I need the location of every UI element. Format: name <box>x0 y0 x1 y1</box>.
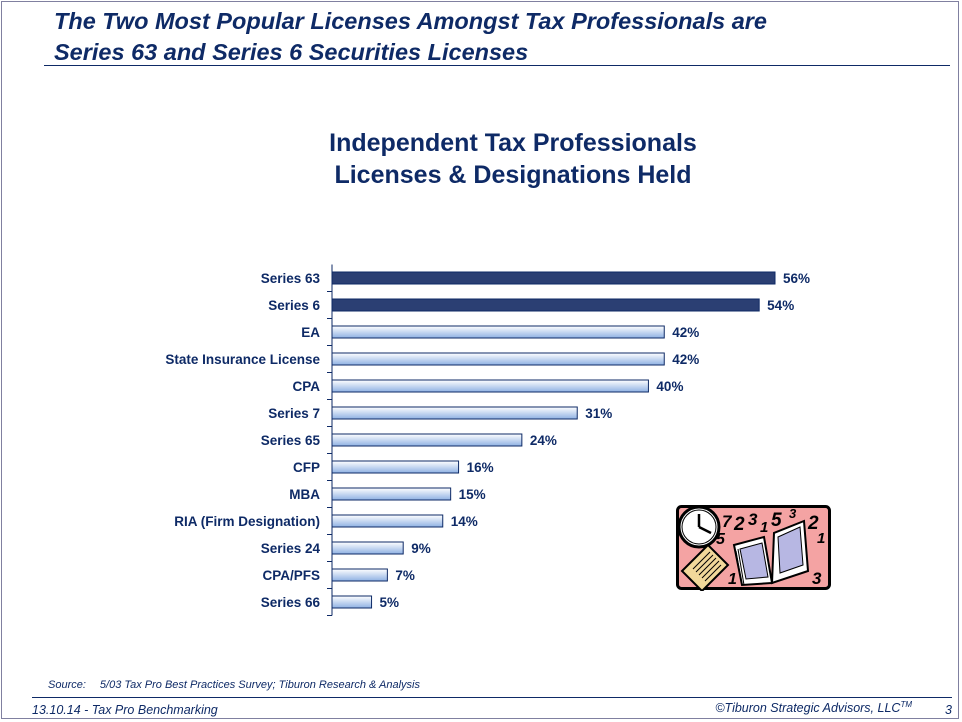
footer-copyright: ©Tiburon Strategic Advisors, LLCTM <box>715 700 912 715</box>
chart-title: Independent Tax Professionals Licenses &… <box>200 127 826 191</box>
bar-series-6 <box>331 298 760 312</box>
page-number: 3 <box>945 703 952 717</box>
svg-text:5: 5 <box>716 531 726 548</box>
category-label-series-63: Series 63 <box>261 271 321 286</box>
chart-title-line-1: Independent Tax Professionals <box>329 129 697 157</box>
svg-text:3: 3 <box>789 506 797 521</box>
value-label-series-7: 31% <box>585 406 612 421</box>
headline-divider <box>44 65 950 66</box>
category-label-cpa-pfs: CPA/PFS <box>262 568 320 583</box>
bar-series-66 <box>331 595 373 609</box>
clock-papers-book-clipart-icon: 7 2 3 1 5 3 2 1 5 1 3 <box>676 505 831 591</box>
source-text: 5/03 Tax Pro Best Practices Survey; Tibu… <box>99 679 420 691</box>
bar-ria-firm-designation <box>331 514 444 528</box>
chart-title-line-2: Licenses & Designations Held <box>334 161 692 189</box>
bar-cpa <box>331 379 649 393</box>
bar-series-7 <box>331 406 578 420</box>
headline-line-2: Series 63 and Series 6 Securities Licens… <box>54 39 529 65</box>
footer-deck-title: 13.10.14 - Tax Pro Benchmarking <box>32 703 218 717</box>
source-label: Source: <box>48 679 86 691</box>
value-label-cpa: 40% <box>656 379 683 394</box>
category-label-ea: EA <box>301 325 320 340</box>
bar-cfp <box>331 460 460 474</box>
category-label-series-6: Series 6 <box>268 298 320 313</box>
svg-text:5: 5 <box>771 510 782 531</box>
trademark-mark: TM <box>900 700 912 709</box>
svg-text:3: 3 <box>748 510 758 529</box>
category-label-series-7: Series 7 <box>268 406 320 421</box>
value-label-cpa-pfs: 7% <box>395 568 415 583</box>
bar-series-63 <box>331 271 776 285</box>
slide-headline: The Two Most Popular Licenses Amongst Ta… <box>54 6 934 68</box>
value-label-series-66: 5% <box>380 595 400 610</box>
value-label-ea: 42% <box>672 325 699 340</box>
headline-line-1: The Two Most Popular Licenses Amongst Ta… <box>54 8 767 34</box>
value-label-series-24: 9% <box>411 541 431 556</box>
value-label-series-65: 24% <box>530 433 557 448</box>
svg-text:7: 7 <box>722 512 733 531</box>
category-label-cfp: CFP <box>293 460 320 475</box>
svg-text:3: 3 <box>812 569 822 588</box>
copyright-text: ©Tiburon Strategic Advisors, LLC <box>715 701 901 716</box>
category-label-state-insurance-license: State Insurance License <box>165 352 320 367</box>
value-label-mba: 15% <box>459 487 486 502</box>
category-label-series-24: Series 24 <box>261 541 321 556</box>
value-label-state-insurance-license: 42% <box>672 352 699 367</box>
value-label-cfp: 16% <box>467 460 494 475</box>
value-label-series-63: 56% <box>783 271 810 286</box>
category-label-series-66: Series 66 <box>261 595 321 610</box>
bar-mba <box>331 487 452 501</box>
bar-cpa-pfs <box>331 568 388 582</box>
bar-ea <box>331 325 665 339</box>
category-label-mba: MBA <box>289 487 320 502</box>
svg-text:1: 1 <box>817 530 825 547</box>
category-label-ria-firm-designation: RIA (Firm Designation) <box>174 514 320 529</box>
value-label-ria-firm-designation: 14% <box>451 514 478 529</box>
svg-text:1: 1 <box>760 519 768 536</box>
svg-text:1: 1 <box>728 571 737 588</box>
category-label-series-65: Series 65 <box>261 433 321 448</box>
bar-state-insurance-license <box>331 352 665 366</box>
footer-divider <box>32 697 952 698</box>
category-label-cpa: CPA <box>292 379 320 394</box>
bar-series-24 <box>331 541 404 555</box>
svg-text:2: 2 <box>733 514 745 535</box>
value-label-series-6: 54% <box>767 298 794 313</box>
svg-text:2: 2 <box>807 513 819 534</box>
bar-series-65 <box>331 433 523 447</box>
source-note: Source: 5/03 Tax Pro Best Practices Surve… <box>48 679 420 691</box>
